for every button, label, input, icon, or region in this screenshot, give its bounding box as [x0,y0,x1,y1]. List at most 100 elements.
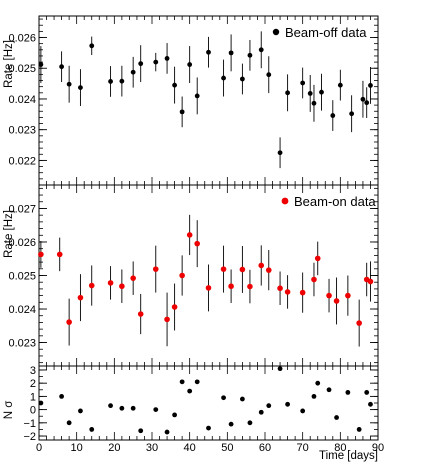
data-point-beam-off [240,76,245,82]
data-point-beam-on [277,285,283,292]
y-tick-label: −2 [23,431,36,443]
plot-beam-off: 0.022 0.023 0.024 0.025 0.026 [8,16,379,186]
data-point-beam-off [330,113,336,118]
data-point-beam-on [77,294,84,301]
data-point-beam-off [360,96,366,102]
x-tick-label: 90 [372,442,384,454]
data-point-beam-on [333,298,340,304]
data-point-n-sigma [221,395,226,401]
x-tick-label: 30 [146,442,158,454]
data-point-n-sigma [266,403,272,409]
data-point-n-sigma [300,408,306,414]
x-tick-label: 40 [184,442,196,454]
data-point-beam-off [187,62,193,67]
data-point-beam-on [171,304,178,310]
data-point-n-sigma [311,393,317,399]
x-tick-label: 10 [71,442,83,454]
panel-beam-off: Rate [Hz] 0.022 0.023 0.024 0.025 0.026 Beam… [3,15,379,186]
data-point-beam-on [164,316,170,323]
y-tick-label: 3 [30,365,36,377]
y-tick-label: 0.024 [8,94,36,106]
data-point-beam-on [179,272,185,279]
data-point-beam-on [205,285,212,291]
data-point-n-sigma [164,429,170,435]
data-point-beam-off [38,62,44,67]
data-point-beam-on [228,283,234,290]
y-tick-label: 2 [30,378,36,390]
data-point-n-sigma [364,390,370,395]
data-point-beam-on [284,289,291,295]
data-point-beam-off [66,81,72,87]
data-point-beam-off [337,82,343,88]
legend-label-beam-off: Beam-off data [285,25,367,40]
data-point-n-sigma [38,400,44,406]
y-tick-label: 0.022 [8,155,36,167]
data-point-n-sigma [334,415,339,420]
data-point-beam-on [194,240,200,247]
y-tick-label: 0.027 [8,203,36,215]
data-point-n-sigma [356,427,362,432]
panel-beam-on: Rate [Hz] 0.023 0.024 0.025 0.026 0.027 Beam… [3,184,379,367]
data-point-beam-on [119,283,125,290]
data-point-beam-off [368,83,373,88]
y-tick-label: 0.023 [8,125,36,137]
data-point-n-sigma [258,409,264,415]
data-point-beam-on [345,292,351,299]
data-point-beam-off [194,93,200,99]
ylabel-n-sigma: N σ [3,401,15,420]
data-point-beam-off [119,78,125,84]
data-point-n-sigma [247,420,253,426]
data-point-beam-on [299,289,306,296]
data-point-beam-on [56,251,63,258]
legend-marker-beam-on [281,197,289,205]
data-point-beam-on [239,266,246,273]
data-point-beam-off [247,52,253,58]
data-point-beam-on [247,283,253,290]
y-tick-label: 1 [30,391,36,403]
data-point-beam-off [307,91,313,96]
data-point-beam-off [277,150,283,156]
data-point-beam-on [314,255,321,262]
ylabel-beam-on: Rate [Hz] [3,210,15,258]
data-point-beam-off [153,59,159,65]
data-point-beam-off [89,43,95,49]
x-tick-label: 50 [221,442,233,454]
data-point-n-sigma [172,412,178,418]
data-point-n-sigma [345,390,351,395]
x-tick-label: 60 [259,442,271,454]
data-point-beam-on [137,311,144,317]
data-point-beam-on [152,266,159,272]
ylabel-beam-off: Rate [Hz] [3,40,15,88]
data-point-beam-off [285,90,290,96]
data-point-beam-off [179,109,185,115]
y-tick-label: 0.024 [8,304,36,316]
data-point-n-sigma [277,366,283,372]
x-tick-label: 80 [334,442,346,454]
data-point-n-sigma [89,427,95,432]
data-point-n-sigma [153,407,159,413]
y-tick-label: 0.025 [8,271,36,283]
data-point-beam-on [130,275,136,281]
data-point-beam-off [221,75,226,81]
x-tick-label: 20 [108,442,120,454]
data-point-beam-off [349,111,355,117]
data-point-beam-off [311,100,317,106]
y-tick-label: 0.025 [8,63,36,75]
data-point-beam-on [107,280,114,286]
data-point-n-sigma [240,396,245,402]
data-point-beam-on [356,320,362,326]
data-point-beam-on [258,262,265,269]
data-point-beam-on [38,251,44,258]
data-point-beam-on [220,266,227,272]
data-point-n-sigma [59,393,64,399]
x-tick-label: 0 [36,442,42,454]
data-point-n-sigma [138,428,144,434]
data-point-beam-off [78,85,83,90]
y-tick-label: 0.026 [8,33,36,45]
data-point-beam-off [172,82,178,88]
data-point-n-sigma [179,379,185,385]
data-point-n-sigma [194,379,200,385]
plot-beam-on: 0.023 0.024 0.025 0.026 0.027 [8,185,379,366]
